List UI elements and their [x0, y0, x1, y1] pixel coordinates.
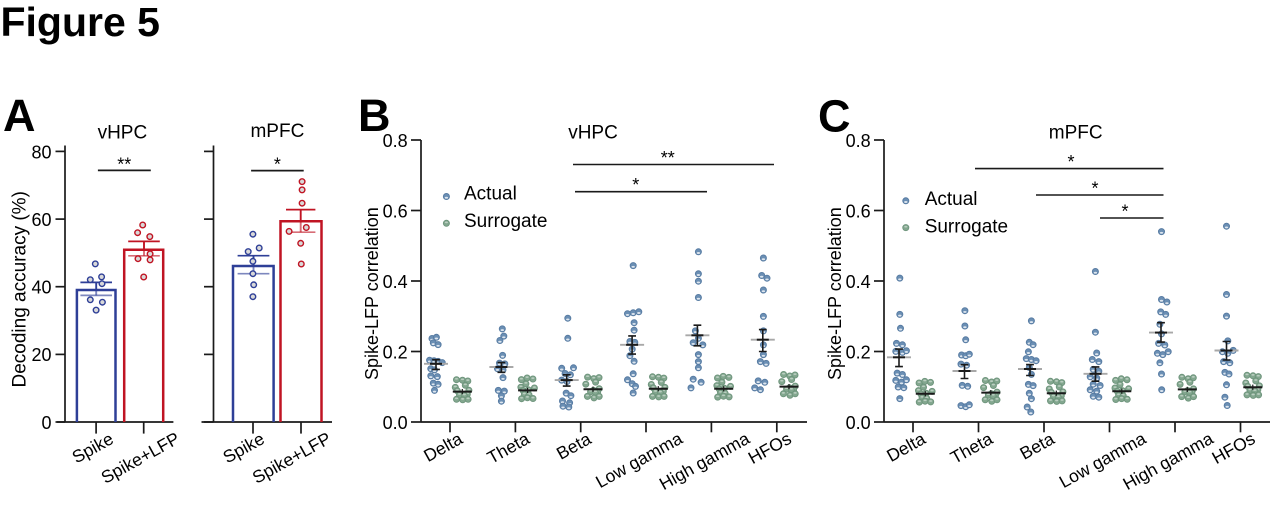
svg-text:0.0: 0.0	[383, 413, 408, 433]
svg-text:*: *	[274, 155, 281, 175]
svg-text:Decoding accuracy (%): Decoding accuracy (%)	[10, 191, 31, 387]
svg-text:*: *	[1091, 179, 1098, 199]
svg-text:mPFC: mPFC	[1049, 122, 1103, 143]
svg-text:mPFC: mPFC	[250, 121, 304, 142]
svg-text:Actual: Actual	[464, 184, 517, 205]
svg-text:0.2: 0.2	[383, 342, 408, 362]
svg-text:Surrogate: Surrogate	[464, 211, 547, 232]
svg-text:**: **	[117, 154, 131, 174]
svg-text:0.6: 0.6	[846, 201, 871, 221]
svg-text:0.6: 0.6	[383, 201, 408, 221]
svg-text:0.4: 0.4	[846, 272, 871, 292]
svg-text:Surrogate: Surrogate	[925, 216, 1008, 237]
svg-text:*: *	[1067, 152, 1074, 172]
svg-text:**: **	[661, 148, 675, 168]
svg-text:A: A	[3, 90, 36, 141]
svg-text:Figure 5: Figure 5	[1, 0, 160, 45]
svg-text:vHPC: vHPC	[568, 122, 618, 143]
svg-text:0.0: 0.0	[846, 413, 871, 433]
svg-text:0.8: 0.8	[383, 131, 408, 151]
svg-text:vHPC: vHPC	[98, 123, 148, 144]
svg-text:80: 80	[31, 142, 51, 162]
svg-text:*: *	[1121, 202, 1128, 222]
svg-text:40: 40	[31, 278, 51, 298]
svg-text:60: 60	[31, 210, 51, 230]
svg-text:0.8: 0.8	[846, 131, 871, 151]
svg-text:Spike-LFP correlation: Spike-LFP correlation	[362, 207, 382, 380]
svg-text:B: B	[358, 90, 391, 141]
svg-text:Spike-LFP correlation: Spike-LFP correlation	[825, 207, 845, 380]
svg-text:0.2: 0.2	[846, 342, 871, 362]
svg-text:0.4: 0.4	[383, 272, 408, 292]
svg-text:*: *	[632, 175, 639, 195]
svg-text:0: 0	[41, 413, 51, 433]
svg-text:Actual: Actual	[925, 189, 978, 210]
svg-text:C: C	[818, 91, 851, 142]
svg-text:20: 20	[31, 345, 51, 365]
